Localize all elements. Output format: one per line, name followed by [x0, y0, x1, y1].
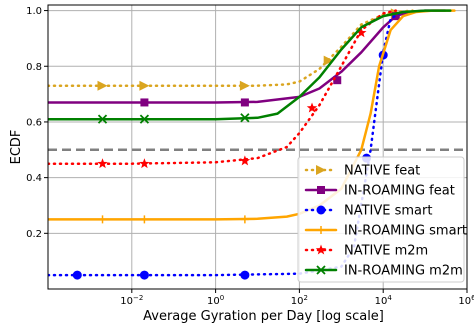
triangle-marker: [97, 80, 108, 91]
x-tick-label: 10−2: [120, 294, 143, 307]
square-marker: [317, 186, 325, 194]
circle-marker: [240, 270, 250, 280]
circle-marker: [72, 270, 82, 280]
series-line: [48, 9, 452, 121]
legend-item: IN-ROAMING m2m: [304, 264, 463, 279]
plus-marker: [240, 215, 249, 224]
series-line: [48, 9, 414, 87]
square-marker: [333, 76, 342, 85]
x-tick-label: 102: [291, 294, 308, 307]
legend-label: IN-ROAMING feat: [344, 184, 455, 199]
star-marker: [315, 244, 327, 255]
series-in-roaming-m2m: [48, 9, 452, 124]
legend-box: [297, 156, 465, 283]
star-marker: [97, 158, 108, 169]
x-marker: [97, 114, 108, 124]
star-marker: [356, 27, 367, 38]
legend-item: NATIVE smart: [304, 204, 432, 219]
legend-item: NATIVE feat: [304, 164, 420, 179]
triangle-marker: [139, 80, 150, 91]
y-tick-label: 0.6: [26, 117, 42, 128]
legend-label: NATIVE smart: [344, 204, 432, 219]
x-marker: [139, 114, 150, 124]
square-marker: [391, 12, 400, 21]
legend-item: IN-ROAMING smart: [304, 224, 467, 239]
x-axis-label: Average Gyration per Day [log scale]: [143, 309, 384, 324]
star-marker: [239, 155, 251, 166]
star-marker: [139, 158, 150, 169]
axes-frame: [47, 4, 468, 290]
circle-marker: [139, 270, 149, 280]
y-tick-label: 1.0: [26, 6, 42, 17]
square-marker: [140, 98, 149, 107]
y-tick-label: 0.8: [26, 62, 42, 73]
legend-item: IN-ROAMING feat: [304, 184, 455, 199]
triangle-marker: [323, 55, 334, 66]
triangle-marker: [239, 80, 250, 91]
x-tick-label: 104: [375, 294, 393, 307]
plus-marker: [98, 215, 107, 224]
x-marker: [316, 265, 326, 275]
circle-marker: [316, 205, 326, 215]
star-marker: [306, 102, 318, 113]
legend-label: IN-ROAMING m2m: [344, 264, 463, 279]
plus-marker: [317, 226, 325, 234]
legend-item: NATIVE m2m: [304, 244, 428, 259]
square-marker: [240, 98, 249, 107]
legend: NATIVE feat IN-ROAMING feat NATIVE smart IN…: [297, 156, 467, 283]
y-tick-label: 0.4: [26, 173, 42, 184]
x-tick-label: 106: [458, 294, 474, 307]
legend-label: NATIVE m2m: [344, 244, 428, 259]
y-axis-label: ECDF: [9, 130, 24, 165]
x-marker: [240, 113, 250, 123]
legend-label: IN-ROAMING smart: [344, 224, 467, 239]
y-tick-label: 0.2: [26, 229, 42, 240]
triangle-marker: [316, 165, 326, 175]
legend-label: NATIVE feat: [344, 164, 420, 179]
x-tick-label: 100: [207, 294, 224, 307]
plus-marker: [140, 215, 149, 224]
